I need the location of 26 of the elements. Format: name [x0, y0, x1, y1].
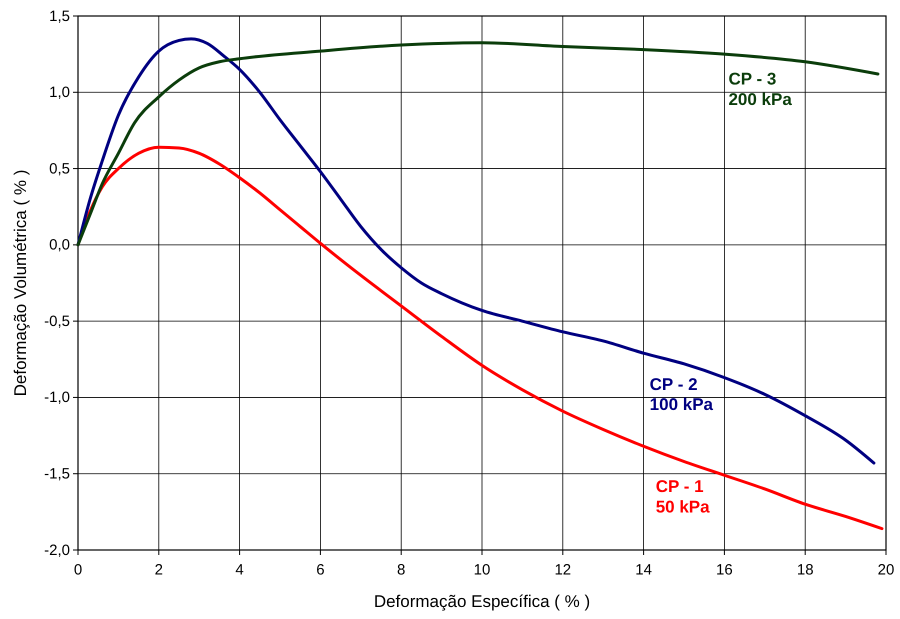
y-axis-title: Deformação Volumétrica ( % ) [11, 170, 30, 396]
y-tick-label: 0,5 [49, 160, 70, 178]
series-label: CP - 2 100 kPa [650, 374, 714, 414]
y-tick-label: -1,5 [44, 466, 70, 483]
series-label: CP - 1 50 kPa [656, 477, 710, 516]
x-tick-label: 2 [154, 562, 163, 578]
x-tick-label: 12 [554, 562, 572, 578]
x-tick-label: 8 [397, 562, 406, 578]
line-series [76, 41, 880, 246]
x-tick-label: 18 [796, 562, 814, 578]
series-label: CP - 3 200 kPa [728, 70, 792, 110]
y-tick-label: -1,0 [44, 389, 70, 406]
line-series [76, 37, 876, 465]
x-tick-label: 4 [235, 562, 244, 578]
y-tick-label: -2,0 [44, 542, 70, 559]
x-axis-title: Deformação Específica ( % ) [374, 592, 590, 611]
x-tick-label: 6 [316, 562, 325, 578]
x-tick-label: 20 [878, 562, 894, 578]
x-tick-label: 16 [716, 562, 733, 578]
y-tick-label: 1,5 [49, 8, 70, 25]
x-tick-label: 0 [74, 562, 82, 578]
y-tick-label: -0,5 [44, 312, 70, 330]
x-tick-label: 10 [474, 562, 490, 578]
y-tick-label: 0,0 [49, 236, 70, 254]
y-tick-label: 1,0 [49, 84, 70, 102]
x-tick-label: 14 [635, 562, 652, 578]
